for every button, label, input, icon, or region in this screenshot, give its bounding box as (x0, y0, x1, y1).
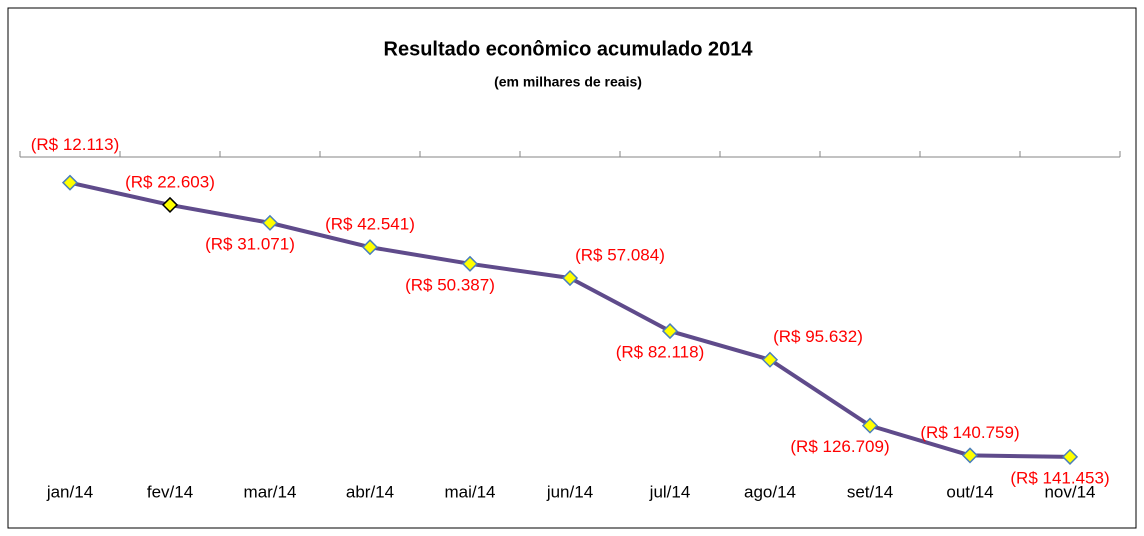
x-tick-label: mai/14 (444, 482, 495, 501)
data-label: (R$ 50.387) (405, 275, 495, 294)
x-tick-label: fev/14 (147, 482, 193, 501)
x-tick-label: ago/14 (744, 482, 796, 501)
marker (261, 214, 279, 231)
chart-title: Resultado econômico acumulado 2014 (384, 38, 754, 60)
x-tick-label: jun/14 (546, 482, 593, 501)
marker (361, 239, 379, 256)
marker (861, 417, 879, 434)
x-tick-label: out/14 (946, 482, 993, 501)
marker (61, 174, 79, 191)
x-tick-label: jul/14 (649, 482, 691, 501)
marker (661, 323, 679, 340)
marker (961, 447, 979, 464)
x-tick-label: set/14 (847, 482, 893, 501)
data-label: (R$ 95.632) (773, 327, 863, 346)
marker (561, 269, 579, 287)
x-tick-label: jan/14 (46, 482, 93, 501)
data-label: (R$ 22.603) (125, 172, 215, 191)
chart-subtitle: (em milhares de reais) (494, 74, 642, 90)
data-label: (R$ 12.113) (31, 135, 120, 154)
data-label: (R$ 31.071) (205, 234, 295, 253)
chart-frame (7, 7, 1137, 529)
marker (461, 255, 479, 272)
marker (1061, 448, 1079, 465)
data-label: (R$ 57.084) (575, 246, 665, 265)
marker (161, 196, 179, 213)
x-tick-label: mar/14 (244, 482, 297, 501)
data-label: (R$ 42.541) (325, 215, 415, 234)
data-label: (R$ 126.709) (790, 437, 889, 456)
data-label: (R$ 82.118) (616, 343, 705, 362)
x-tick-label: nov/14 (1044, 482, 1095, 501)
data-label: (R$ 140.759) (920, 423, 1019, 442)
marker (761, 351, 779, 368)
data-label: (R$ 141.453) (1010, 468, 1109, 487)
x-tick-label: abr/14 (346, 482, 394, 501)
